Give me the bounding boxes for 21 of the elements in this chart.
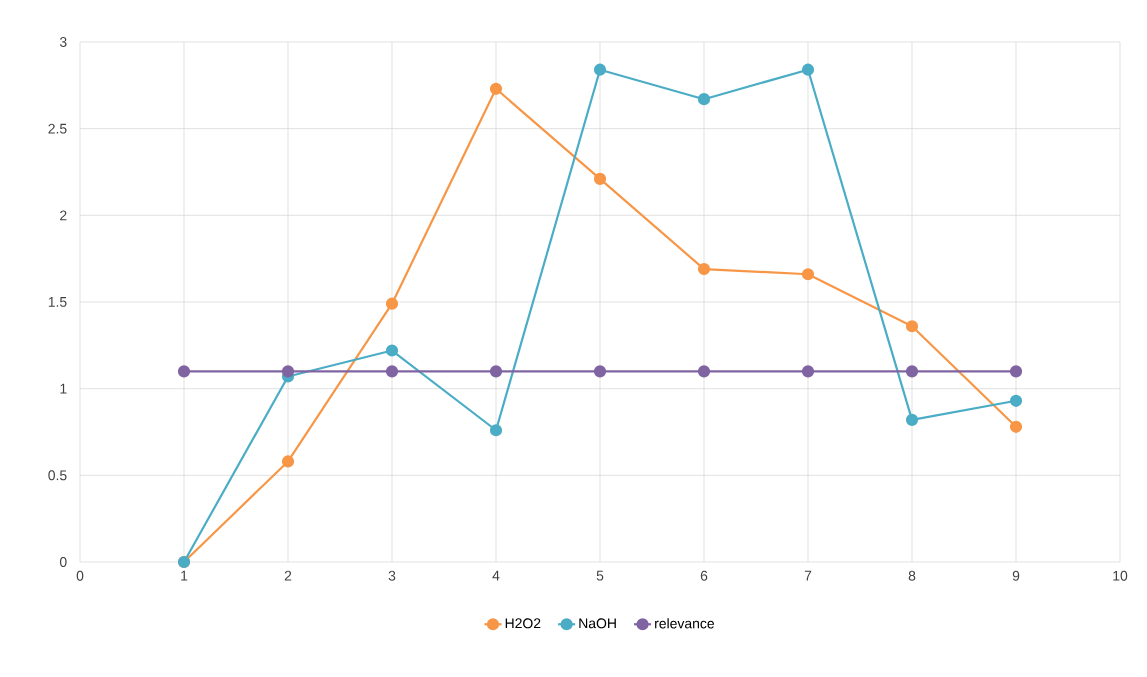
x-tick-label: 8 xyxy=(908,570,916,581)
legend-label: relevance xyxy=(655,618,715,629)
y-tick-label: 1.5 xyxy=(48,297,67,307)
legend-label: H2O2 xyxy=(505,618,541,629)
x-tick-label: 1 xyxy=(181,570,188,581)
y-tick-label: 2 xyxy=(60,210,67,221)
x-tick-label: 5 xyxy=(596,570,604,581)
y-tick-label: 3 xyxy=(59,37,67,47)
x-tick-label: 4 xyxy=(492,570,500,581)
x-tick-label: 0 xyxy=(76,570,84,581)
y-tick-label: 1 xyxy=(60,383,67,394)
y-tick-label: 0.5 xyxy=(48,470,67,481)
x-tick-label: 9 xyxy=(1012,570,1020,581)
x-tick-label: 3 xyxy=(388,570,396,581)
legend-label: NaOH xyxy=(579,618,616,629)
x-tick-label: 7 xyxy=(804,570,812,581)
y-tick-label: 2.5 xyxy=(48,123,67,134)
y-tick-label: 0 xyxy=(59,557,67,567)
x-tick-label: 2 xyxy=(284,570,292,581)
x-tick-label: 10 xyxy=(1113,570,1128,581)
x-tick-label: 6 xyxy=(700,570,708,581)
